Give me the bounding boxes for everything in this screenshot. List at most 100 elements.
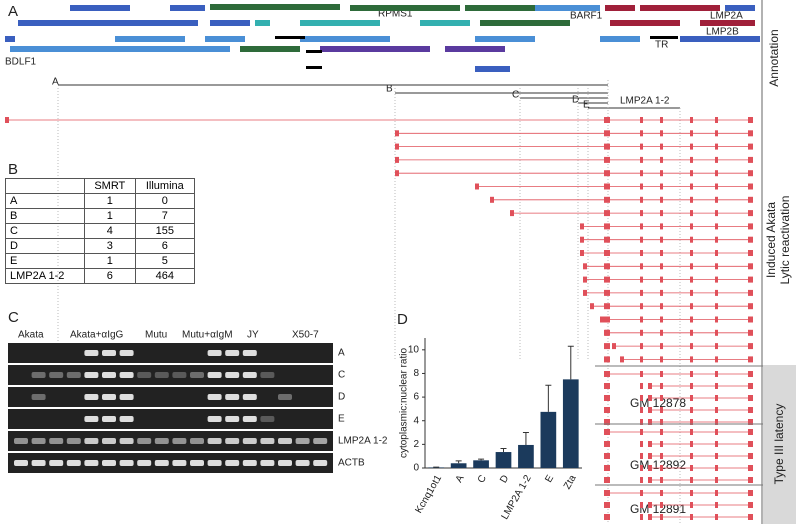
error-bar [522,432,529,445]
exon [640,477,643,483]
exon [660,502,663,508]
table-header: Illumina [134,178,196,194]
lane-label: Akata+αIgG [70,330,124,341]
exon [715,130,718,137]
table-cell: A [5,193,85,209]
exon [690,502,693,508]
exon [690,236,693,243]
gel-band [242,372,257,378]
exon [748,303,753,310]
isoform-label: B [386,84,393,95]
y-tick-label: 4 [413,415,419,426]
lane-label: X50-7 [292,330,319,341]
gel-band [154,460,169,466]
gel-band [172,460,187,466]
exon [604,502,610,508]
exon [604,329,610,336]
exon [715,395,718,401]
gel-band [66,372,81,378]
gel-band [313,438,328,444]
gel-band [119,416,134,422]
exon [640,276,643,283]
exon [690,130,693,137]
gene-label: BDLF1 [5,57,37,68]
error-bar [567,345,574,380]
exon [660,419,663,425]
isoform-label: C [512,90,519,101]
exon [690,223,693,230]
gel-band [260,416,275,422]
gene-block [640,5,720,11]
exon [640,490,643,496]
exon [748,223,753,230]
exon [748,329,753,336]
error-bar [500,448,507,453]
table-cell: 464 [134,268,196,284]
exon [715,383,718,389]
exon [580,250,584,256]
gene-block [480,20,570,26]
table-cell: 4 [84,223,136,239]
exon [604,210,610,217]
exon [600,316,604,323]
exon [490,196,494,203]
gel-band [84,416,99,422]
bar [518,444,534,468]
exon [748,383,753,389]
row-label: D [338,392,345,403]
exon [660,183,663,190]
exon [395,156,399,163]
x-tick-label: E [543,473,556,485]
bar [450,463,467,468]
row-label: ACTB [338,458,365,469]
exon [690,371,693,377]
gel-band [242,350,257,356]
gel-band [260,372,275,378]
exon [580,236,584,243]
exon [640,130,643,137]
gel-band [172,438,187,444]
gel-band [119,438,134,444]
gel-band [119,350,134,356]
gene-label: LMP2B [706,27,739,38]
exon [748,419,753,425]
exon [640,383,643,389]
lane-label: Mutu+αIgM [182,330,233,341]
exon [648,395,652,401]
exon [395,143,399,150]
gel-band [119,372,134,378]
exon [715,514,718,520]
gel-band [102,394,116,400]
exon [690,356,693,363]
gel-band [137,372,152,378]
exon [604,395,610,401]
exon [748,490,753,496]
bar [540,411,557,468]
table-cell: 6 [134,238,196,254]
exon [748,343,753,350]
exon [604,383,610,389]
exon [604,289,610,296]
exon [640,236,643,243]
gel-band [154,372,169,378]
exon [690,289,693,296]
gene-block [240,46,300,52]
gel-band [190,372,204,378]
exon [604,419,610,425]
exon [660,263,663,270]
lane-label: Akata [18,330,44,341]
gel-strip [8,343,333,363]
exon [648,453,652,459]
exon [690,441,693,447]
exon [715,407,718,413]
exon [660,316,663,323]
exon [604,183,610,190]
exon [748,502,753,508]
table-header: SMRT [84,178,136,194]
gene-block [650,36,678,39]
gel-band [242,394,257,400]
exon [640,453,643,459]
table-cell: D [5,238,85,254]
exon [715,356,718,363]
